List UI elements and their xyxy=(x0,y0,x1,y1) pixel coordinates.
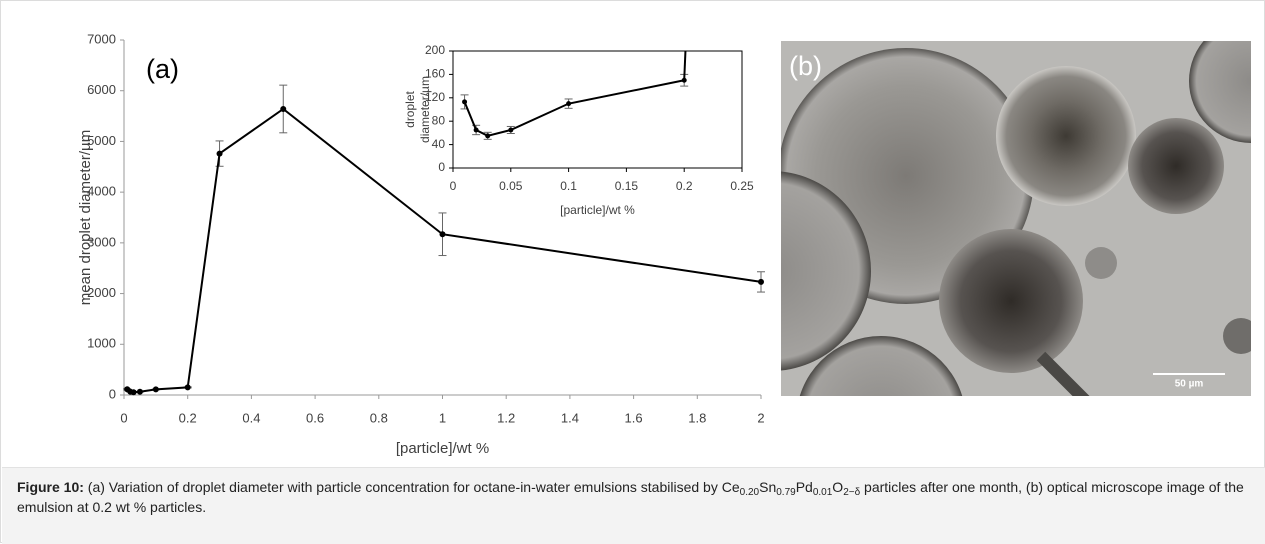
formula-element: O xyxy=(832,479,844,495)
plot-area xyxy=(460,51,689,140)
droplet xyxy=(1189,41,1251,143)
y-tick-label: 3000 xyxy=(87,234,116,249)
plot-area xyxy=(123,84,765,396)
formula: Ce0.20Sn0.79Pd0.01O2−δ xyxy=(721,479,861,498)
x-tick-label: 0.2 xyxy=(179,410,197,425)
caption: Figure 10: (a) Variation of droplet diam… xyxy=(2,467,1265,544)
droplet xyxy=(781,171,871,371)
droplet xyxy=(799,336,963,396)
x-tick-label: 0.15 xyxy=(615,179,639,193)
caption-text: (a) Variation of droplet diameter with p… xyxy=(83,479,722,495)
caption-text: particles after one month, (b) optical m… xyxy=(17,479,1244,515)
x-tick-label: 1 xyxy=(439,410,446,425)
data-point xyxy=(130,389,137,396)
data-point xyxy=(758,278,764,285)
data-point xyxy=(439,231,446,238)
y-tick-label: 1000 xyxy=(87,336,116,351)
x-tick-label: 1.2 xyxy=(497,410,515,425)
y-tick-label: 6000 xyxy=(87,82,116,97)
x-tick-label: 0 xyxy=(450,179,457,193)
data-point xyxy=(462,99,468,105)
data-point xyxy=(152,386,159,393)
inset-frame xyxy=(452,50,743,169)
droplet xyxy=(1223,318,1251,354)
formula-subscript: 0.20 xyxy=(739,487,760,498)
x-tick-label: 0.8 xyxy=(370,410,388,425)
y-tick-label: 0 xyxy=(438,160,445,174)
data-point xyxy=(566,101,572,107)
y-tick-label: 80 xyxy=(432,113,446,127)
panel-label: (a) xyxy=(146,54,179,84)
x-tick-label: 0.1 xyxy=(560,179,577,193)
droplet xyxy=(939,229,1083,373)
formula-subscript: 2−δ xyxy=(843,487,861,498)
y-tick-label: 120 xyxy=(425,90,445,104)
x-axis-label: [particle]/wt % xyxy=(560,203,635,217)
x-tick-label: 1.4 xyxy=(561,410,579,425)
x-tick-label: 1.6 xyxy=(625,410,643,425)
y-tick-label: 200 xyxy=(425,43,445,57)
data-line xyxy=(463,79,685,137)
caption-label: Figure 10: xyxy=(17,479,84,495)
y-tick-label: 40 xyxy=(432,137,446,151)
x-tick-label: 0.25 xyxy=(730,179,754,193)
x-tick-label: 0.2 xyxy=(676,179,693,193)
formula-element: Ce xyxy=(721,479,740,495)
x-tick-label: 2 xyxy=(757,410,764,425)
y-axis-label: diameter/µm xyxy=(418,76,432,143)
y-tick-label: 160 xyxy=(425,67,445,81)
droplet xyxy=(1128,118,1224,214)
micrograph: (b) 50 µm xyxy=(781,41,1251,396)
data-point xyxy=(485,133,491,139)
data-point xyxy=(508,127,514,133)
scale-bar-label: 50 µm xyxy=(1175,379,1204,390)
droplet xyxy=(1085,247,1117,279)
panel-label: (b) xyxy=(789,51,822,81)
x-axis-label: [particle]/wt % xyxy=(396,440,489,457)
x-tick-label: 0.05 xyxy=(499,179,523,193)
formula-subscript: 0.01 xyxy=(812,487,833,498)
data-point xyxy=(473,127,479,133)
figure-panels: (b) 50 µm 010002000300040005000600070000… xyxy=(77,31,1251,457)
y-tick-label: 5000 xyxy=(87,133,116,148)
y-axis-label: mean droplet diameter/µm xyxy=(77,130,94,305)
formula-subscript: 0.79 xyxy=(776,487,796,498)
formula-element: Pd xyxy=(795,479,813,495)
data-point xyxy=(136,388,143,395)
x-tick-label: 0.4 xyxy=(242,410,260,425)
x-tick-label: 0.6 xyxy=(306,410,324,425)
y-tick-label: 0 xyxy=(109,386,116,401)
y-tick-label: 4000 xyxy=(87,184,116,199)
droplet xyxy=(996,66,1136,206)
data-point xyxy=(216,150,223,157)
data-point xyxy=(184,384,191,391)
x-tick-label: 1.8 xyxy=(688,410,706,425)
y-tick-label: 2000 xyxy=(87,285,116,300)
fibre xyxy=(1036,351,1090,396)
y-tick-label: 7000 xyxy=(87,31,116,46)
formula-element: Sn xyxy=(759,479,777,495)
data-point xyxy=(280,105,287,112)
y-axis-label: droplet xyxy=(403,90,417,127)
x-tick-label: 0 xyxy=(120,410,127,425)
